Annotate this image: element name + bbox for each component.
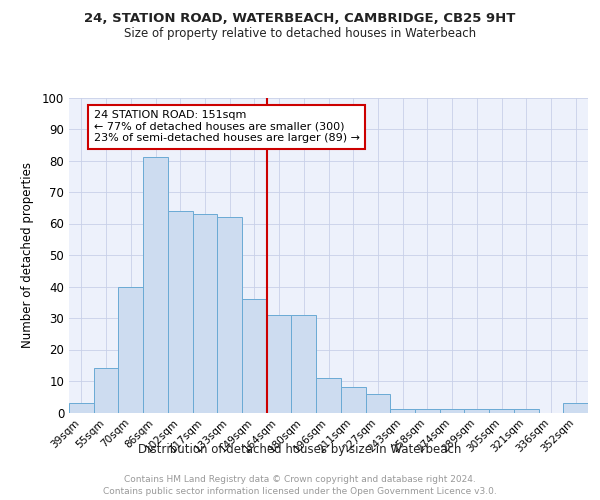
Bar (464, 410, 489, 412)
Bar (118, 286, 143, 412)
Text: Size of property relative to detached houses in Waterbeach: Size of property relative to detached ho… (124, 28, 476, 40)
Bar (440, 410, 464, 412)
Bar (316, 378, 341, 412)
Y-axis label: Number of detached properties: Number of detached properties (20, 162, 34, 348)
Bar (292, 315, 316, 412)
Bar (143, 158, 168, 412)
Text: 24 STATION ROAD: 151sqm
← 77% of detached houses are smaller (300)
23% of semi-d: 24 STATION ROAD: 151sqm ← 77% of detache… (94, 110, 360, 144)
Text: Contains HM Land Registry data © Crown copyright and database right 2024.: Contains HM Land Registry data © Crown c… (124, 475, 476, 484)
Bar (514, 410, 539, 412)
Bar (415, 410, 440, 412)
Bar (69, 403, 94, 412)
Bar (94, 368, 118, 412)
Bar (390, 410, 415, 412)
Bar (193, 214, 217, 412)
Bar (341, 388, 365, 412)
Text: Contains public sector information licensed under the Open Government Licence v3: Contains public sector information licen… (103, 488, 497, 496)
Bar (217, 217, 242, 412)
Bar (563, 403, 588, 412)
Bar (267, 315, 292, 412)
Bar (489, 410, 514, 412)
Bar (365, 394, 390, 412)
Bar (242, 299, 267, 412)
Bar (168, 211, 193, 412)
Text: 24, STATION ROAD, WATERBEACH, CAMBRIDGE, CB25 9HT: 24, STATION ROAD, WATERBEACH, CAMBRIDGE,… (85, 12, 515, 26)
Text: Distribution of detached houses by size in Waterbeach: Distribution of detached houses by size … (139, 442, 461, 456)
